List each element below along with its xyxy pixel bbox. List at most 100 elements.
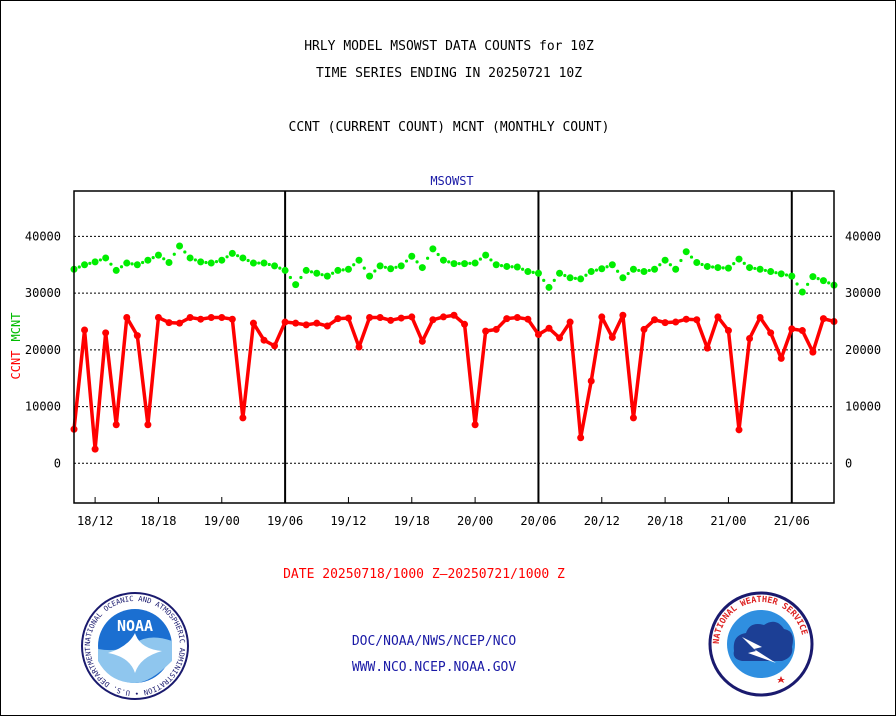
data-point-mcnt — [724, 264, 732, 272]
time-series-chart: MSOWST 0 0 10000 10000 20000 20000 30000 30000 4… — [9, 174, 881, 528]
series-dot-mcnt — [795, 282, 799, 286]
series-dot-mcnt — [404, 259, 409, 263]
data-point-ccnt — [566, 318, 574, 326]
data-point-ccnt — [133, 332, 141, 340]
ytick-label-left: 20000 — [25, 343, 61, 357]
data-point-mcnt — [376, 262, 384, 270]
series-dot-mcnt — [742, 261, 746, 265]
data-point-ccnt — [587, 377, 595, 385]
data-point-ccnt — [376, 314, 384, 322]
data-point-mcnt — [777, 270, 785, 278]
xtick-label: 19/00 — [204, 514, 240, 528]
xtick-label: 19/06 — [267, 514, 303, 528]
data-point-mcnt — [598, 265, 606, 273]
data-point-ccnt — [429, 316, 437, 324]
series-dot-mcnt — [679, 258, 683, 263]
data-point-mcnt — [281, 266, 289, 274]
data-point-mcnt — [112, 266, 120, 274]
data-point-mcnt — [788, 272, 796, 280]
data-point-ccnt — [387, 316, 395, 324]
data-point-ccnt — [788, 325, 796, 333]
series-dot-mcnt — [784, 273, 789, 277]
series-dot-mcnt — [563, 273, 567, 278]
data-point-ccnt — [513, 314, 521, 322]
data-point-mcnt — [682, 248, 690, 256]
data-point-mcnt — [260, 259, 268, 267]
data-point-mcnt — [735, 255, 743, 263]
data-point-ccnt — [313, 319, 321, 327]
website-url[interactable]: WWW.NCO.NCEP.NOAA.GOV — [351, 660, 517, 675]
data-point-mcnt — [767, 268, 775, 276]
data-point-ccnt — [323, 322, 331, 330]
ytick-label-left: 0 — [54, 456, 61, 470]
data-point-ccnt — [503, 315, 511, 323]
series-dot-mcnt — [774, 271, 778, 275]
series-dot-mcnt — [151, 256, 155, 260]
data-point-ccnt — [746, 334, 754, 342]
series-dot-mcnt — [88, 261, 92, 265]
data-point-ccnt — [608, 333, 616, 341]
series-dot-mcnt — [130, 262, 134, 266]
data-point-mcnt — [661, 256, 669, 264]
ytick-label-left: 10000 — [25, 400, 61, 414]
data-point-mcnt — [471, 259, 479, 267]
series-dot-mcnt — [721, 266, 725, 270]
data-point-mcnt — [133, 261, 141, 269]
data-point-ccnt — [598, 313, 606, 321]
date-range: DATE 20250718/1000 Z‒20250721/1000 Z — [283, 567, 565, 582]
data-point-mcnt — [186, 254, 194, 262]
series-dot-mcnt — [584, 273, 588, 277]
data-point-ccnt — [777, 354, 785, 362]
series-dot-mcnt — [309, 270, 314, 274]
data-point-mcnt — [556, 269, 564, 277]
data-point-ccnt — [154, 314, 162, 322]
data-point-mcnt — [355, 256, 363, 264]
series-dot-mcnt — [468, 261, 472, 265]
data-point-ccnt — [756, 314, 764, 322]
data-point-ccnt — [81, 326, 89, 334]
data-point-mcnt — [408, 252, 416, 260]
data-point-ccnt — [798, 327, 806, 335]
data-point-ccnt — [239, 414, 247, 422]
series-dot-mcnt — [521, 267, 525, 271]
series-dot-mcnt — [711, 265, 715, 269]
data-point-ccnt — [102, 329, 110, 337]
data-point-mcnt — [387, 265, 395, 273]
data-point-mcnt — [197, 258, 205, 266]
nws-logo: NATIONAL WEATHER SERVICE — [708, 591, 814, 697]
data-point-ccnt — [228, 315, 236, 323]
series-dot-mcnt — [341, 268, 345, 272]
series-dot-mcnt — [246, 258, 250, 263]
xtick-label: 20/06 — [520, 514, 556, 528]
series-dot-mcnt — [109, 262, 113, 266]
series-dot-mcnt — [637, 268, 641, 273]
data-point-mcnt — [819, 277, 827, 285]
series-dot-mcnt — [510, 265, 514, 269]
data-point-mcnt — [429, 245, 437, 253]
series-dot-mcnt — [394, 265, 398, 269]
data-point-mcnt — [798, 288, 806, 296]
data-point-mcnt — [313, 269, 321, 277]
noaa-logo: NATIONAL OCEANIC AND ATMOSPHERIC ADMINIS… — [80, 591, 189, 700]
series-dot-mcnt — [193, 258, 197, 262]
data-point-mcnt — [809, 273, 817, 281]
data-point-mcnt — [292, 281, 300, 289]
data-point-ccnt — [197, 315, 205, 323]
data-point-ccnt — [524, 315, 532, 323]
data-point-ccnt — [355, 343, 363, 351]
data-point-mcnt — [239, 254, 247, 262]
series-dot-mcnt — [806, 282, 810, 286]
data-point-mcnt — [608, 261, 616, 269]
series-dot-mcnt — [658, 263, 662, 267]
chart-title: HRLY MODEL MSOWST DATA COUNTS for 10Z — [304, 39, 594, 54]
ytick-label-right: 20000 — [845, 343, 881, 357]
data-point-mcnt — [756, 265, 764, 273]
series-dot-mcnt — [352, 263, 356, 267]
series-dot-mcnt — [77, 265, 81, 269]
data-point-ccnt — [144, 421, 152, 429]
ytick-label-right: 30000 — [845, 286, 881, 300]
data-point-mcnt — [513, 263, 521, 271]
xtick-label: 20/12 — [584, 514, 620, 528]
data-point-mcnt — [154, 251, 162, 259]
data-point-ccnt — [292, 319, 300, 327]
